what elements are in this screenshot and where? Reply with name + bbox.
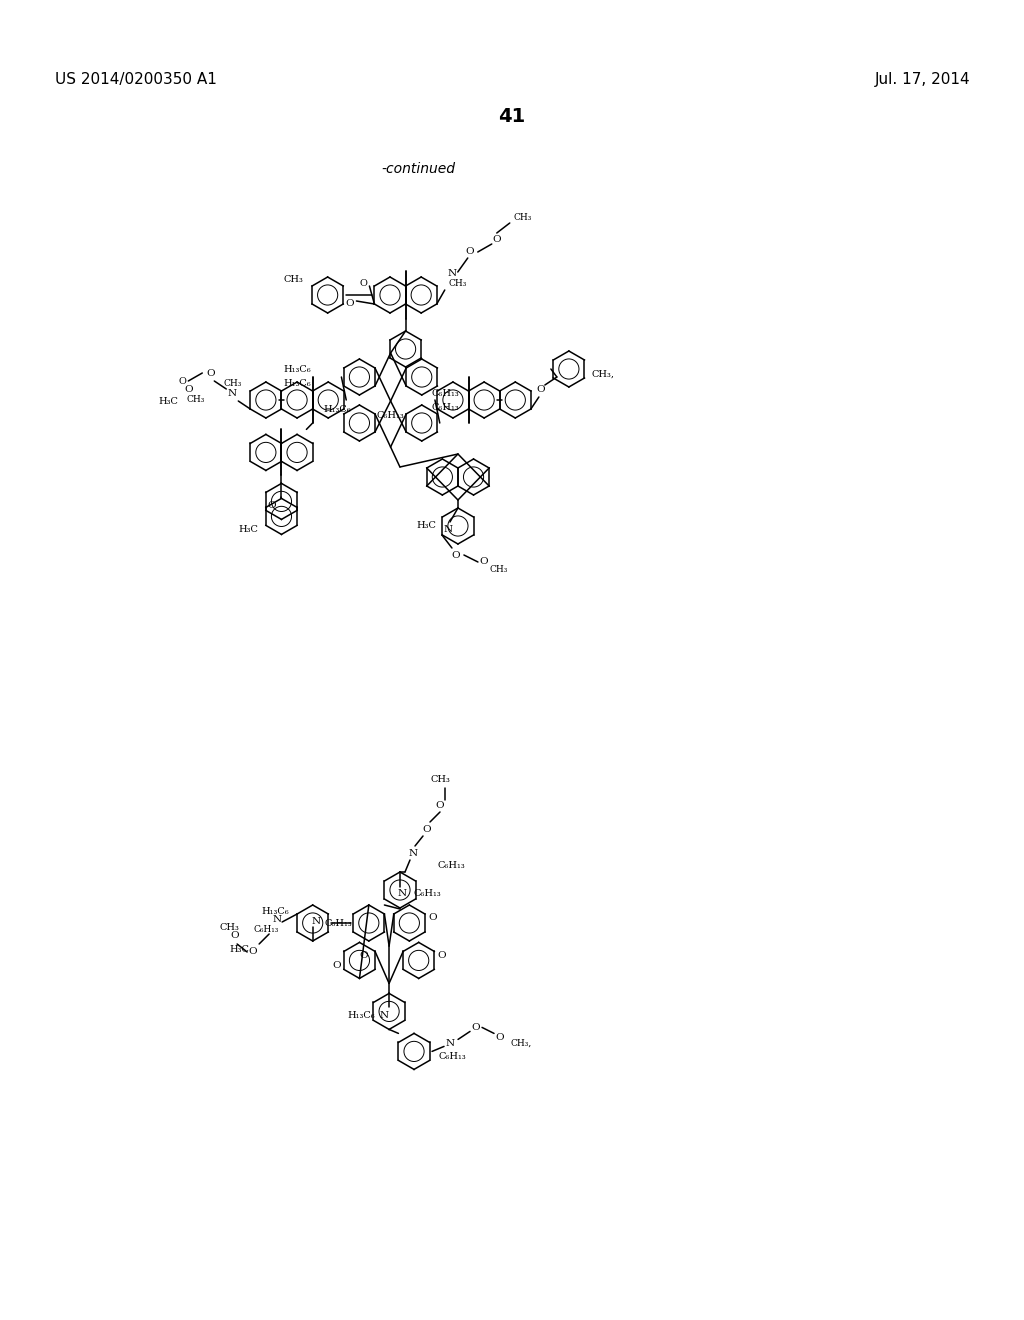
Text: CH₃: CH₃	[489, 565, 508, 574]
Text: C₆H₁₃: C₆H₁₃	[414, 890, 441, 899]
Text: O: O	[466, 248, 474, 256]
Text: O: O	[206, 368, 215, 378]
Text: H₁₃C₆: H₁₃C₆	[347, 1011, 375, 1020]
Text: O: O	[184, 384, 193, 393]
Text: C₆H₁₃: C₆H₁₃	[432, 388, 460, 397]
Text: O: O	[437, 950, 446, 960]
Text: C₆H₁₃: C₆H₁₃	[254, 925, 280, 935]
Text: O: O	[249, 948, 257, 957]
Text: N: N	[445, 1039, 455, 1048]
Text: O: O	[345, 298, 353, 308]
Text: CH₃: CH₃	[186, 395, 205, 404]
Text: N: N	[447, 269, 457, 279]
Text: N: N	[380, 1011, 389, 1020]
Text: O: O	[537, 384, 545, 393]
Text: O: O	[496, 1034, 505, 1041]
Text: N: N	[443, 525, 453, 535]
Text: H₃C: H₃C	[416, 521, 436, 531]
Text: O: O	[472, 1023, 480, 1032]
Text: O: O	[332, 961, 341, 970]
Text: Jul. 17, 2014: Jul. 17, 2014	[874, 73, 970, 87]
Text: 41: 41	[499, 107, 525, 125]
Text: -continued: -continued	[381, 162, 455, 176]
Text: O: O	[359, 952, 369, 961]
Text: C₆H₁₃: C₆H₁₃	[438, 1052, 466, 1061]
Text: O: O	[178, 376, 186, 385]
Text: C₆H₁₃: C₆H₁₃	[437, 861, 465, 870]
Text: CH₃: CH₃	[284, 275, 304, 284]
Text: CH₃: CH₃	[224, 380, 243, 388]
Text: H₃C: H₃C	[239, 525, 258, 533]
Text: C₆H₁₃: C₆H₁₃	[432, 403, 460, 412]
Text: O: O	[435, 801, 444, 810]
Text: O: O	[428, 913, 436, 923]
Text: O: O	[423, 825, 431, 834]
Text: US 2014/0200350 A1: US 2014/0200350 A1	[55, 73, 217, 87]
Text: O: O	[359, 280, 368, 289]
Text: O: O	[230, 932, 240, 940]
Text: N: N	[397, 890, 407, 899]
Text: H₁₃C₆: H₁₃C₆	[284, 379, 311, 388]
Text: CH₃: CH₃	[449, 280, 467, 289]
Text: H₁₃C₆: H₁₃C₆	[284, 364, 311, 374]
Text: CH₃,: CH₃,	[592, 370, 614, 379]
Text: H₁₃C₆: H₁₃C₆	[261, 908, 289, 916]
Text: O: O	[268, 500, 276, 510]
Text: N: N	[272, 916, 282, 924]
Text: N: N	[227, 388, 237, 397]
Text: C₆H₁₃: C₆H₁₃	[325, 919, 352, 928]
Text: CH₃,: CH₃,	[510, 1039, 531, 1048]
Text: O: O	[479, 557, 488, 566]
Text: H₃C: H₃C	[159, 396, 178, 405]
Text: N: N	[409, 850, 418, 858]
Text: O: O	[493, 235, 501, 244]
Text: N: N	[311, 916, 321, 925]
Text: CH₃: CH₃	[430, 776, 450, 784]
Text: C₆H₁₃: C₆H₁₃	[377, 412, 404, 421]
Text: H₃C: H₃C	[229, 945, 249, 953]
Text: H₁₃C₆: H₁₃C₆	[324, 404, 351, 413]
Text: O: O	[452, 550, 460, 560]
Text: CH₃: CH₃	[219, 924, 240, 932]
Text: CH₃: CH₃	[514, 214, 532, 223]
